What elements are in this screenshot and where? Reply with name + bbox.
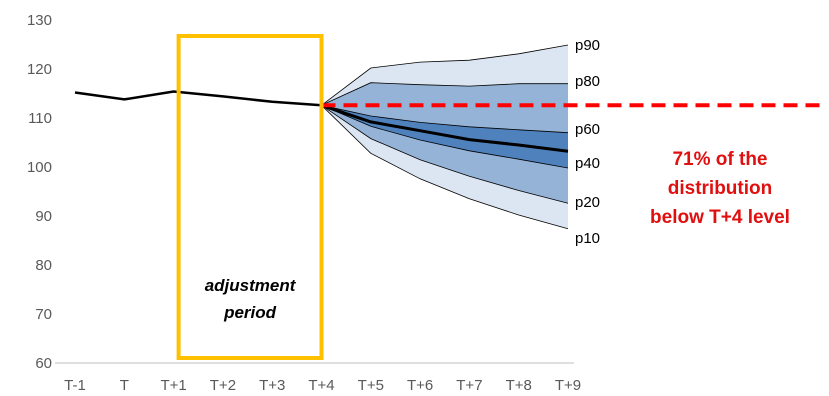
fan-bands [321,45,568,229]
annotation-line: distribution [668,178,772,199]
y-tick-label: 120 [27,61,52,78]
percentile-line-p10 [321,105,569,230]
fan-band-p80-p90 [321,45,568,106]
x-tick-label: T+9 [555,377,581,394]
x-tick-label: T+8 [506,377,532,394]
fan-band-p60-p80 [321,82,568,133]
annotation-line: 71% of the [672,149,767,170]
percentile-label-p20: p20 [575,194,600,211]
percentile-line-p90 [321,44,569,106]
y-tick-label: 90 [35,208,52,225]
annotation-line: below T+4 level [650,207,790,228]
x-tick-label: T+6 [407,377,433,394]
adjustment-period-label: adjustment period [205,276,297,322]
percentile-line-p20 [321,104,569,204]
x-tick-label: T+4 [308,377,334,394]
x-tick-label: T+7 [456,377,482,394]
y-tick-label: 60 [35,355,52,372]
adjustment-period-label-line: period [223,303,277,322]
y-tick-label: 100 [27,159,52,176]
adjustment-period-box [176,34,324,360]
x-tick-label: T-1 [64,377,86,394]
percentile-label-p40: p40 [575,155,600,172]
percentile-label-p10: p10 [575,230,600,247]
percentile-label-p80: p80 [575,73,600,90]
x-axis-tick-labels: T-1 T T+1 T+2 T+3 T+4 T+5 T+6 T+7 T+8 T+9 [64,377,581,394]
x-tick-label: T+1 [160,377,186,394]
x-tick-label: T+5 [358,377,384,394]
percentile-line-p40 [321,104,569,169]
fan-percentile-lines [321,44,569,230]
central-projection-line [321,103,569,153]
x-tick-label: T+3 [259,377,285,394]
adjustment-period-label-line: adjustment [205,276,297,295]
percentile-label-p60: p60 [575,121,600,138]
x-tick-label: T [120,377,129,394]
percentile-line-p60 [321,104,569,134]
y-tick-label: 70 [35,306,52,323]
percentile-label-p90: p90 [575,37,600,54]
y-axis-tick-labels: 60 70 80 90 100 110 120 130 [27,12,52,372]
y-tick-label: 110 [28,110,52,127]
distribution-annotation: 71% of the distribution below T+4 level [650,149,790,228]
y-tick-label: 130 [27,12,52,29]
history-line [74,90,322,107]
y-tick-label: 80 [35,257,52,274]
percentile-line-p80 [321,82,568,106]
x-tick-label: T+2 [210,377,236,394]
fan-band-p10-p20 [321,105,568,229]
percentile-labels: p10 p20 p40 p60 p80 p90 [575,37,600,247]
